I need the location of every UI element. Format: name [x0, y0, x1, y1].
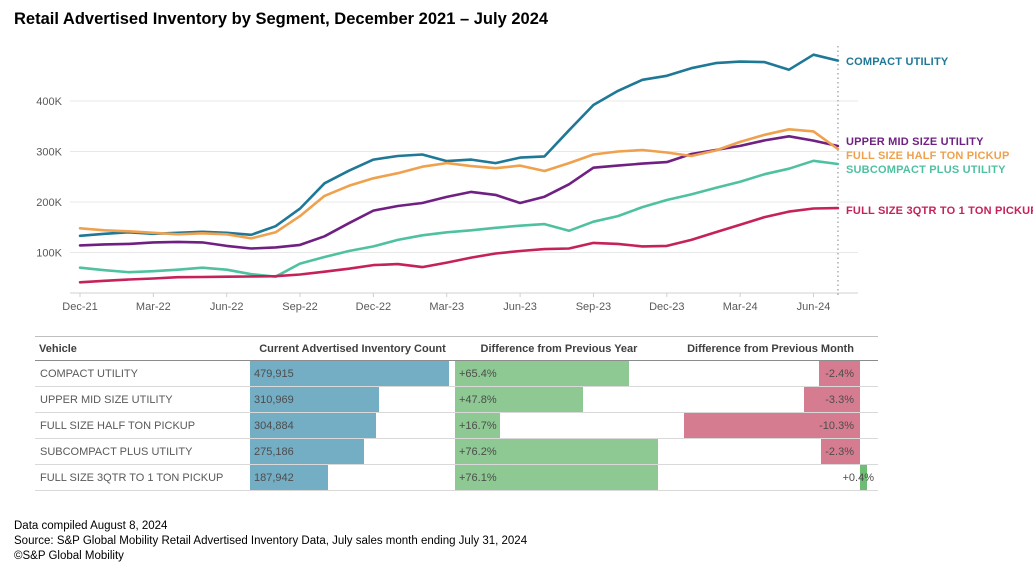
vehicle-name-cell: COMPACT UTILITY — [40, 367, 138, 380]
table-header-row: Vehicle Current Advertised Inventory Cou… — [35, 337, 878, 361]
yoy-value: +76.2% — [459, 445, 497, 458]
vehicle-name-cell: FULL SIZE HALF TON PICKUP — [40, 419, 196, 432]
yoy-bar — [455, 387, 583, 412]
column-header-current-count: Current Advertised Inventory Count — [259, 342, 446, 355]
y-axis-tick-label: 100K — [36, 248, 62, 260]
vehicle-name-cell: SUBCOMPACT PLUS UTILITY — [40, 445, 193, 458]
mom-bar — [803, 387, 860, 412]
yoy-value: +47.8% — [459, 393, 497, 406]
table-row: UPPER MID SIZE UTILITY 310,969 +47.8% -3.3% — [35, 387, 878, 413]
y-axis-tick-label: 400K — [36, 96, 62, 108]
diff-prev-year-cell: +47.8% — [455, 387, 663, 412]
diff-prev-month-cell: -2.3% — [663, 439, 878, 464]
inventory-count-cell: 304,884 — [250, 413, 455, 438]
x-axis-tick-label: Jun-22 — [210, 301, 244, 313]
inventory-count-cell: 479,915 — [250, 361, 455, 386]
count-value: 479,915 — [254, 367, 294, 380]
yoy-value: +76.1% — [459, 471, 497, 484]
x-axis-tick-label: Sep-22 — [282, 301, 317, 313]
inventory-line-chart: 100K 200K 300K 400K Dec-21 Mar-22 Jun-22 Sep-22… — [0, 40, 1033, 325]
count-bar — [250, 413, 377, 438]
y-axis-tick-label: 300K — [36, 147, 62, 159]
count-bar — [250, 361, 449, 386]
diff-prev-year-cell: +76.1% — [455, 465, 663, 490]
inventory-count-cell: 275,186 — [250, 439, 455, 464]
inventory-table: Vehicle Current Advertised Inventory Cou… — [35, 336, 878, 491]
column-header-diff-prev-month: Difference from Previous Month — [687, 342, 854, 355]
series-label-subcompact-plus-utility: SUBCOMPACT PLUS UTILITY — [846, 164, 1006, 176]
diff-prev-month-cell: +0.4% — [663, 465, 878, 490]
x-axis-tick-label: Dec-22 — [356, 301, 391, 313]
mom-value: -2.3% — [825, 445, 854, 458]
diff-prev-month-cell: -10.3% — [663, 413, 878, 438]
column-header-vehicle: Vehicle — [39, 342, 77, 355]
x-axis-tick-label: Jun-23 — [503, 301, 537, 313]
yoy-value: +65.4% — [459, 367, 497, 380]
footer-compiled-date: Data compiled August 8, 2024 — [14, 520, 168, 532]
count-value: 310,969 — [254, 393, 294, 406]
mom-bar — [818, 361, 860, 386]
x-axis-tick-label: Mar-24 — [723, 301, 758, 313]
diff-prev-month-cell: -3.3% — [663, 387, 878, 412]
count-bar — [250, 465, 328, 490]
footer-copyright: ©S&P Global Mobility — [14, 550, 124, 562]
y-axis-tick-label: 200K — [36, 197, 62, 209]
diff-prev-month-cell: -2.4% — [663, 361, 878, 386]
table-row: SUBCOMPACT PLUS UTILITY 275,186 +76.2% -2.3… — [35, 439, 878, 465]
vehicle-name-cell: FULL SIZE 3QTR TO 1 TON PICKUP — [40, 471, 224, 484]
x-axis-tick-label: Dec-23 — [649, 301, 684, 313]
mom-value: +0.4% — [842, 471, 875, 484]
count-bar — [250, 387, 379, 412]
table-row: COMPACT UTILITY 479,915 +65.4% -2.4% — [35, 361, 878, 387]
diff-prev-year-cell: +65.4% — [455, 361, 663, 386]
yoy-value: +16.7% — [459, 419, 497, 432]
inventory-count-cell: 187,942 — [250, 465, 455, 490]
series-line-full-size-3qtr-to-1-ton-pickup — [78, 206, 840, 284]
mom-value: -3.3% — [825, 393, 854, 406]
table-row: FULL SIZE 3QTR TO 1 TON PICKUP 187,942 +76… — [35, 465, 878, 491]
count-value: 187,942 — [254, 471, 294, 484]
yoy-bar — [455, 361, 630, 386]
yoy-bar — [455, 413, 500, 438]
x-axis-tick-label: Sep-23 — [576, 301, 611, 313]
vehicle-name-cell: UPPER MID SIZE UTILITY — [40, 393, 173, 406]
x-axis-tick-label: Dec-21 — [62, 301, 97, 313]
series-label-full-size-3qtr-to-1-ton-pickup: FULL SIZE 3QTR TO 1 TON PICKUP — [846, 205, 1033, 217]
mom-bar — [683, 413, 860, 438]
mom-value: -2.4% — [825, 367, 854, 380]
series-line-full-size-half-ton-pickup — [78, 128, 840, 240]
footer-source: Source: S&P Global Mobility Retail Adver… — [14, 535, 528, 547]
mom-value: -10.3% — [819, 419, 854, 432]
count-value: 275,186 — [254, 445, 294, 458]
series-label-upper-mid-size-utility: UPPER MID SIZE UTILITY — [846, 136, 984, 148]
series-line-subcompact-plus-utility — [78, 159, 840, 278]
mom-bar — [860, 465, 867, 490]
inventory-count-cell: 310,969 — [250, 387, 455, 412]
footer: Data compiled August 8, 2024 Source: S&P… — [14, 519, 527, 564]
series-label-compact-utility: COMPACT UTILITY — [846, 56, 949, 68]
series-line-compact-utility — [78, 53, 840, 238]
diff-prev-year-cell: +16.7% — [455, 413, 663, 438]
x-axis-tick-label: Mar-23 — [429, 301, 464, 313]
diff-prev-year-cell: +76.2% — [455, 439, 663, 464]
yoy-bar — [455, 465, 658, 490]
yoy-bar — [455, 439, 659, 464]
count-value: 304,884 — [254, 419, 294, 432]
count-bar — [250, 439, 364, 464]
series-label-full-size-half-ton-pickup: FULL SIZE HALF TON PICKUP — [846, 150, 1010, 162]
column-header-diff-prev-year: Difference from Previous Year — [480, 342, 638, 355]
chart-canvas: 100K 200K 300K 400K Dec-21 Mar-22 Jun-22 Sep-22… — [36, 46, 858, 313]
table-row: FULL SIZE HALF TON PICKUP 304,884 +16.7% -1… — [35, 413, 878, 439]
mom-bar — [820, 439, 860, 464]
table-body: COMPACT UTILITY 479,915 +65.4% -2.4% UPPER M… — [35, 361, 878, 491]
x-axis-tick-label: Jun-24 — [797, 301, 831, 313]
x-axis-tick-label: Mar-22 — [136, 301, 171, 313]
page-title: Retail Advertised Inventory by Segment, … — [14, 10, 549, 28]
